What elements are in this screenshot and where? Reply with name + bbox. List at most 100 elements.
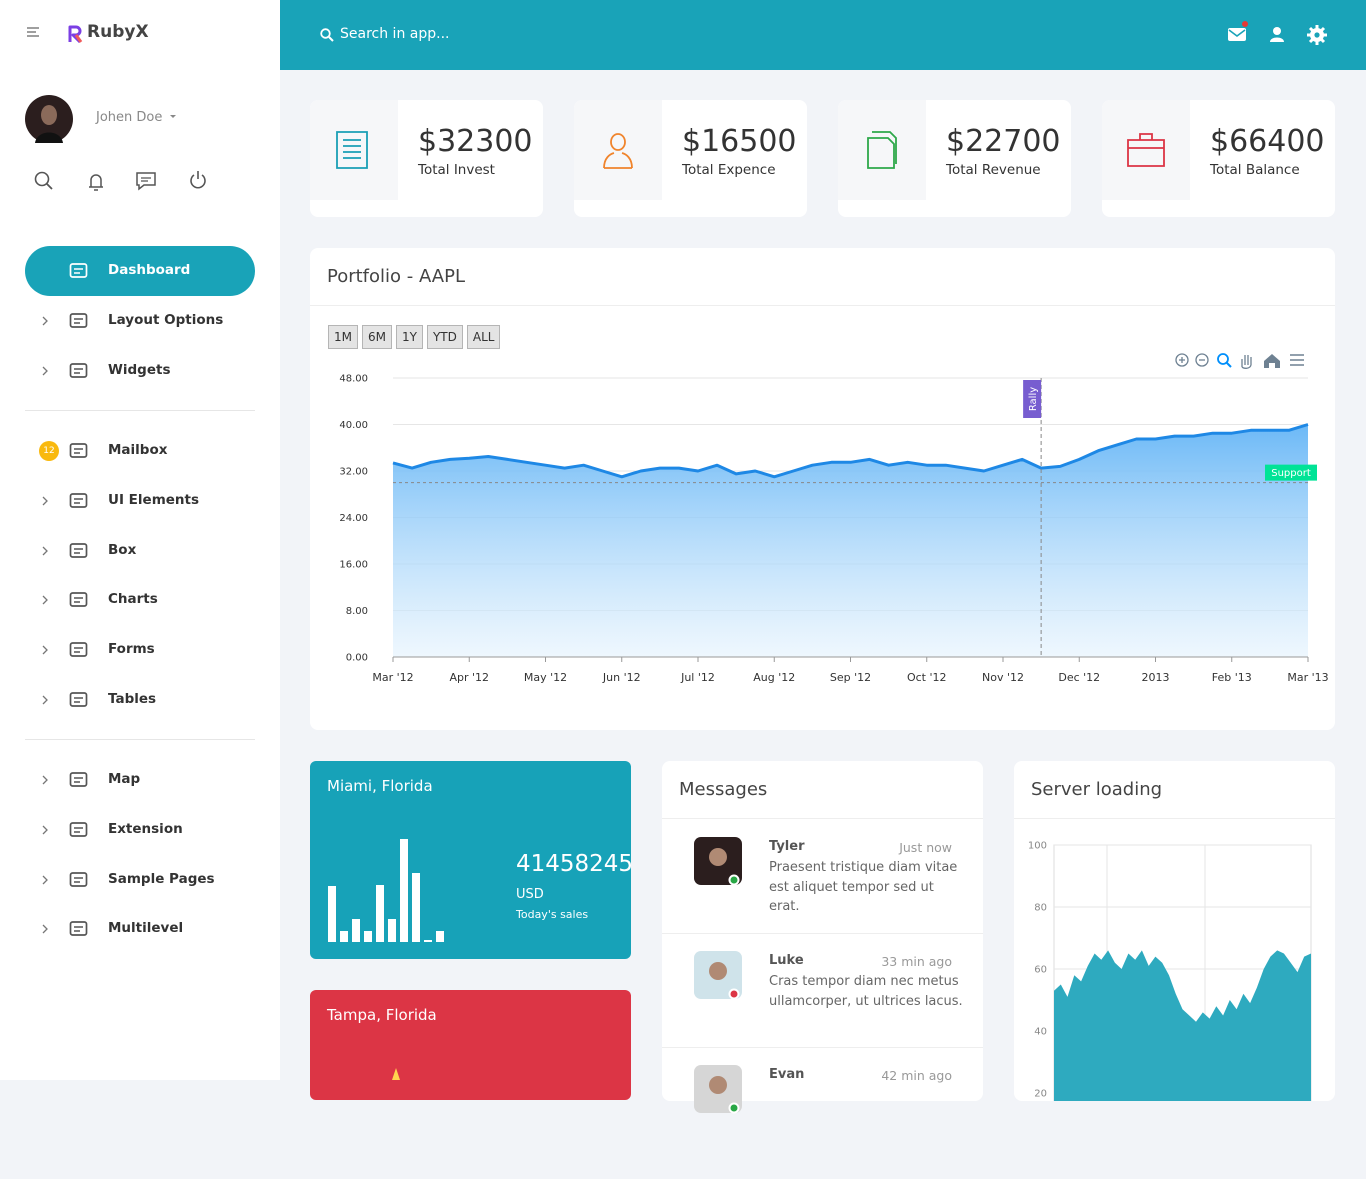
decoration [392,1068,400,1080]
nav-item[interactable]: Layout Options [0,295,280,345]
icon-shape [74,777,83,783]
message-item[interactable]: Luke 33 min ago Cras tempor diam nec metus… [662,951,983,1065]
nav-label: Widgets [108,361,171,378]
nav-icon [69,542,88,558]
nav-chevron [42,595,48,605]
nav-label: Dashboard [108,262,191,278]
nav-item[interactable]: Sample Pages [0,854,280,904]
message-item[interactable]: Tyler Just now Praesent tristique diam vit… [662,837,983,951]
nav-item[interactable]: Charts [0,574,280,624]
range-button[interactable]: 1M [328,325,358,349]
range-button[interactable]: ALL [466,325,501,349]
sales-total: 41458245 [516,851,634,877]
nav-label: Charts [108,591,158,608]
nav-icon [69,263,88,278]
icon-shape [74,547,83,554]
bar [364,931,372,942]
nav-chevron [42,825,48,835]
x-tick-label: Sep '12 [830,671,871,684]
bar [352,919,360,942]
sidebar: RubyX Johen Doe Dashboard Layout Options W… [0,0,280,1080]
search-input[interactable]: Search in app... [340,26,450,42]
nav-item[interactable]: UI Elements [0,475,280,525]
chevron [42,924,48,934]
nav-item[interactable]: Forms [0,624,280,674]
stat-icon [1127,133,1165,167]
nav-item[interactable]: 12 Mailbox [0,425,280,475]
nav-chevron [42,775,48,785]
message-text: Cras tempor diam nec metus ullamcorper, … [769,974,963,1009]
city-card: Tampa, Florida [310,990,631,1100]
nav-item[interactable]: Box [0,525,280,575]
status-dot [728,874,740,886]
stat-icon-box [1102,100,1190,200]
nav-icon [69,871,88,887]
icon-shape [69,312,88,328]
nav-chevron [42,366,48,376]
nav-item[interactable]: Dashboard [0,245,280,296]
icon-shape [74,926,83,933]
stat-icon-box [838,100,926,200]
chart-toolbar [1175,353,1304,369]
annotation-label: Rally [1028,387,1039,411]
messages-card: Messages Tyler Just now Praesent tristique… [662,761,983,1114]
nav-item[interactable]: Map [0,754,280,804]
nav-label: Forms [108,641,155,658]
x-tick-label: Oct '12 [907,671,947,684]
nav-icon [69,443,88,458]
message-name: Luke [769,953,804,968]
message-name: Evan [769,1067,805,1082]
y-tick-label: 80 [1034,903,1047,914]
y-tick-label: 32.00 [339,467,368,478]
icon-shape [69,263,88,278]
portfolio-chart: 0.00 8.00 16.00 24.00 32.00 40.00 48.00 Mar '12… [339,374,1328,685]
icon-shape [69,921,88,937]
nav-icon [69,692,88,707]
nav-item[interactable]: Multilevel [0,903,280,953]
icon-shape [69,542,88,558]
bar [424,940,432,942]
icon-shape [603,133,633,169]
nav-label: Map [108,771,141,787]
chevron [42,825,48,835]
x-tick-label: May '12 [524,671,567,684]
icon-shape [74,367,83,374]
icon-shape [69,871,88,887]
chevron [42,316,48,326]
chevron [42,546,48,556]
stat-label: Total Balance [1210,162,1300,178]
annotation-label-box [1265,464,1317,481]
icon-shape [74,697,83,703]
nav-icon [69,592,88,608]
message-text: Praesent tristique diam vitae est alique… [769,860,958,915]
nav-item[interactable]: Widgets [0,345,280,395]
stat-icon [867,131,897,169]
chevron [42,695,48,705]
menu-toggle[interactable] [26,26,42,40]
icon-shape [69,592,88,608]
stat-icon [336,131,368,169]
stat-icon [603,133,633,169]
status-dot [728,1102,740,1114]
avatar-head [709,962,727,980]
portfolio-card: Portfolio - AAPL 1M 6M 1Y YTD ALL 0.00 8.00 16… [310,248,1335,730]
annotation-label: Support [1271,468,1311,479]
range-button[interactable]: YTD [426,325,463,349]
divider [662,933,983,934]
message-item[interactable]: Evan 42 min ago [662,1065,983,1179]
bar [436,931,444,942]
message-avatar [694,837,742,886]
stat-icon-box [310,100,398,200]
x-tick-label: Nov '12 [982,671,1024,684]
range-button[interactable]: 6M [362,325,392,349]
y-tick-label: 20 [1034,1089,1047,1100]
nav-item[interactable]: Tables [0,674,280,724]
nav-chevron [42,645,48,655]
icon-shape [69,772,88,787]
nav-item[interactable]: Extension [0,804,280,854]
bar [340,931,348,942]
user-name[interactable]: Johen Doe [96,110,163,125]
range-button[interactable]: 1Y [396,325,423,349]
icon-shape [69,492,88,508]
message-avatar [694,951,742,1000]
